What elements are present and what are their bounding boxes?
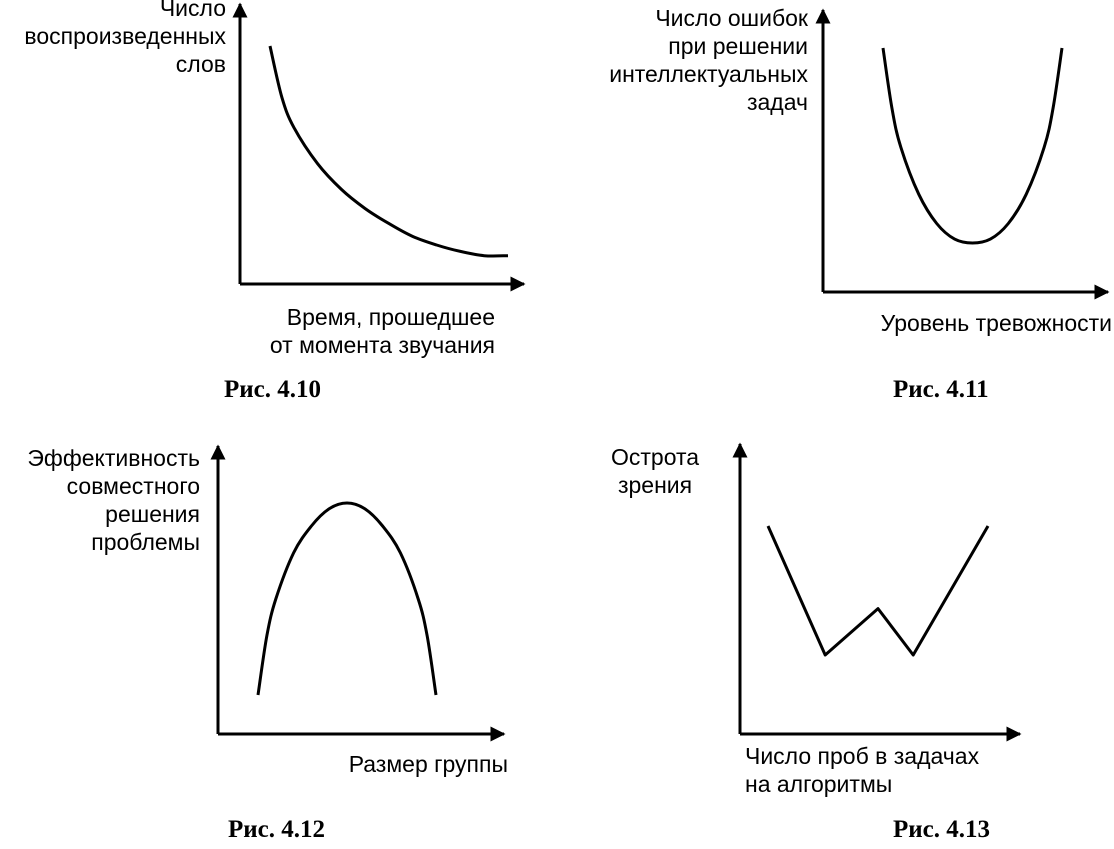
chart-2-caption: Рис. 4.11 (893, 376, 989, 403)
chart-1-xlabel: Время, прошедшее от момента звучания (270, 303, 495, 359)
chart-1-xlabel-line: от момента звучания (269, 332, 495, 358)
chart-1-ylabel-line: воспроизведенных (24, 23, 226, 49)
chart-4-ylabel-line: Острота (611, 444, 700, 470)
chart-1-series-line (268, 45, 509, 258)
chart-2-xlabel-line: Уровень тревожности (880, 310, 1112, 336)
chart-4-xlabel-line: на алгоритмы (745, 771, 893, 797)
chart-3-xlabel: Размер группы (349, 750, 508, 778)
chart-2-ylabel-line: Число ошибок (655, 5, 808, 31)
chart-2-series-line (881, 47, 1064, 245)
chart-4-ylabel-line: зрения (617, 472, 693, 498)
chart-2-ylabel: Число ошибок при решении интеллектуальны… (609, 4, 808, 116)
chart-4-xlabel-line: Число проб в задачах (745, 743, 980, 769)
chart-3-ylabel-line: решения (105, 501, 200, 527)
chart-3-xlabel-line: Размер группы (348, 751, 508, 777)
chart-1-caption: Рис. 4.10 (224, 376, 322, 403)
chart-1-ylabel: Число воспроизведенных слов (24, 0, 226, 78)
chart-3-ylabel-line: совместного (66, 473, 200, 499)
chart-4-xlabel: Число проб в задачах на алгоритмы (745, 742, 979, 798)
chart-1-ylabel-line: Число (159, 0, 226, 21)
chart-1-ylabel-line: слов (175, 51, 226, 77)
chart-2-ylabel-line: задач (746, 89, 808, 115)
chart-3-ylabel: Эффективность совместного решения пробле… (27, 444, 200, 556)
chart-2-ylabel-line: при решении (668, 33, 808, 59)
chart-4-ylabel: Острота зрения (611, 443, 699, 499)
chart-3-caption: Рис. 4.12 (228, 816, 326, 843)
chart-3-ylabel-line: проблемы (91, 529, 200, 555)
chart-2-ylabel-line: интеллектуальных (609, 61, 808, 87)
chart-3-series-line (256, 501, 438, 696)
chart-4-series-line (766, 525, 990, 657)
chart-1-xlabel-line: Время, прошедшее (286, 304, 495, 330)
chart-2-xlabel: Уровень тревожности (881, 309, 1112, 337)
chart-3-ylabel-line: Эффективность (27, 445, 200, 471)
chart-4-caption: Рис. 4.13 (893, 816, 991, 843)
